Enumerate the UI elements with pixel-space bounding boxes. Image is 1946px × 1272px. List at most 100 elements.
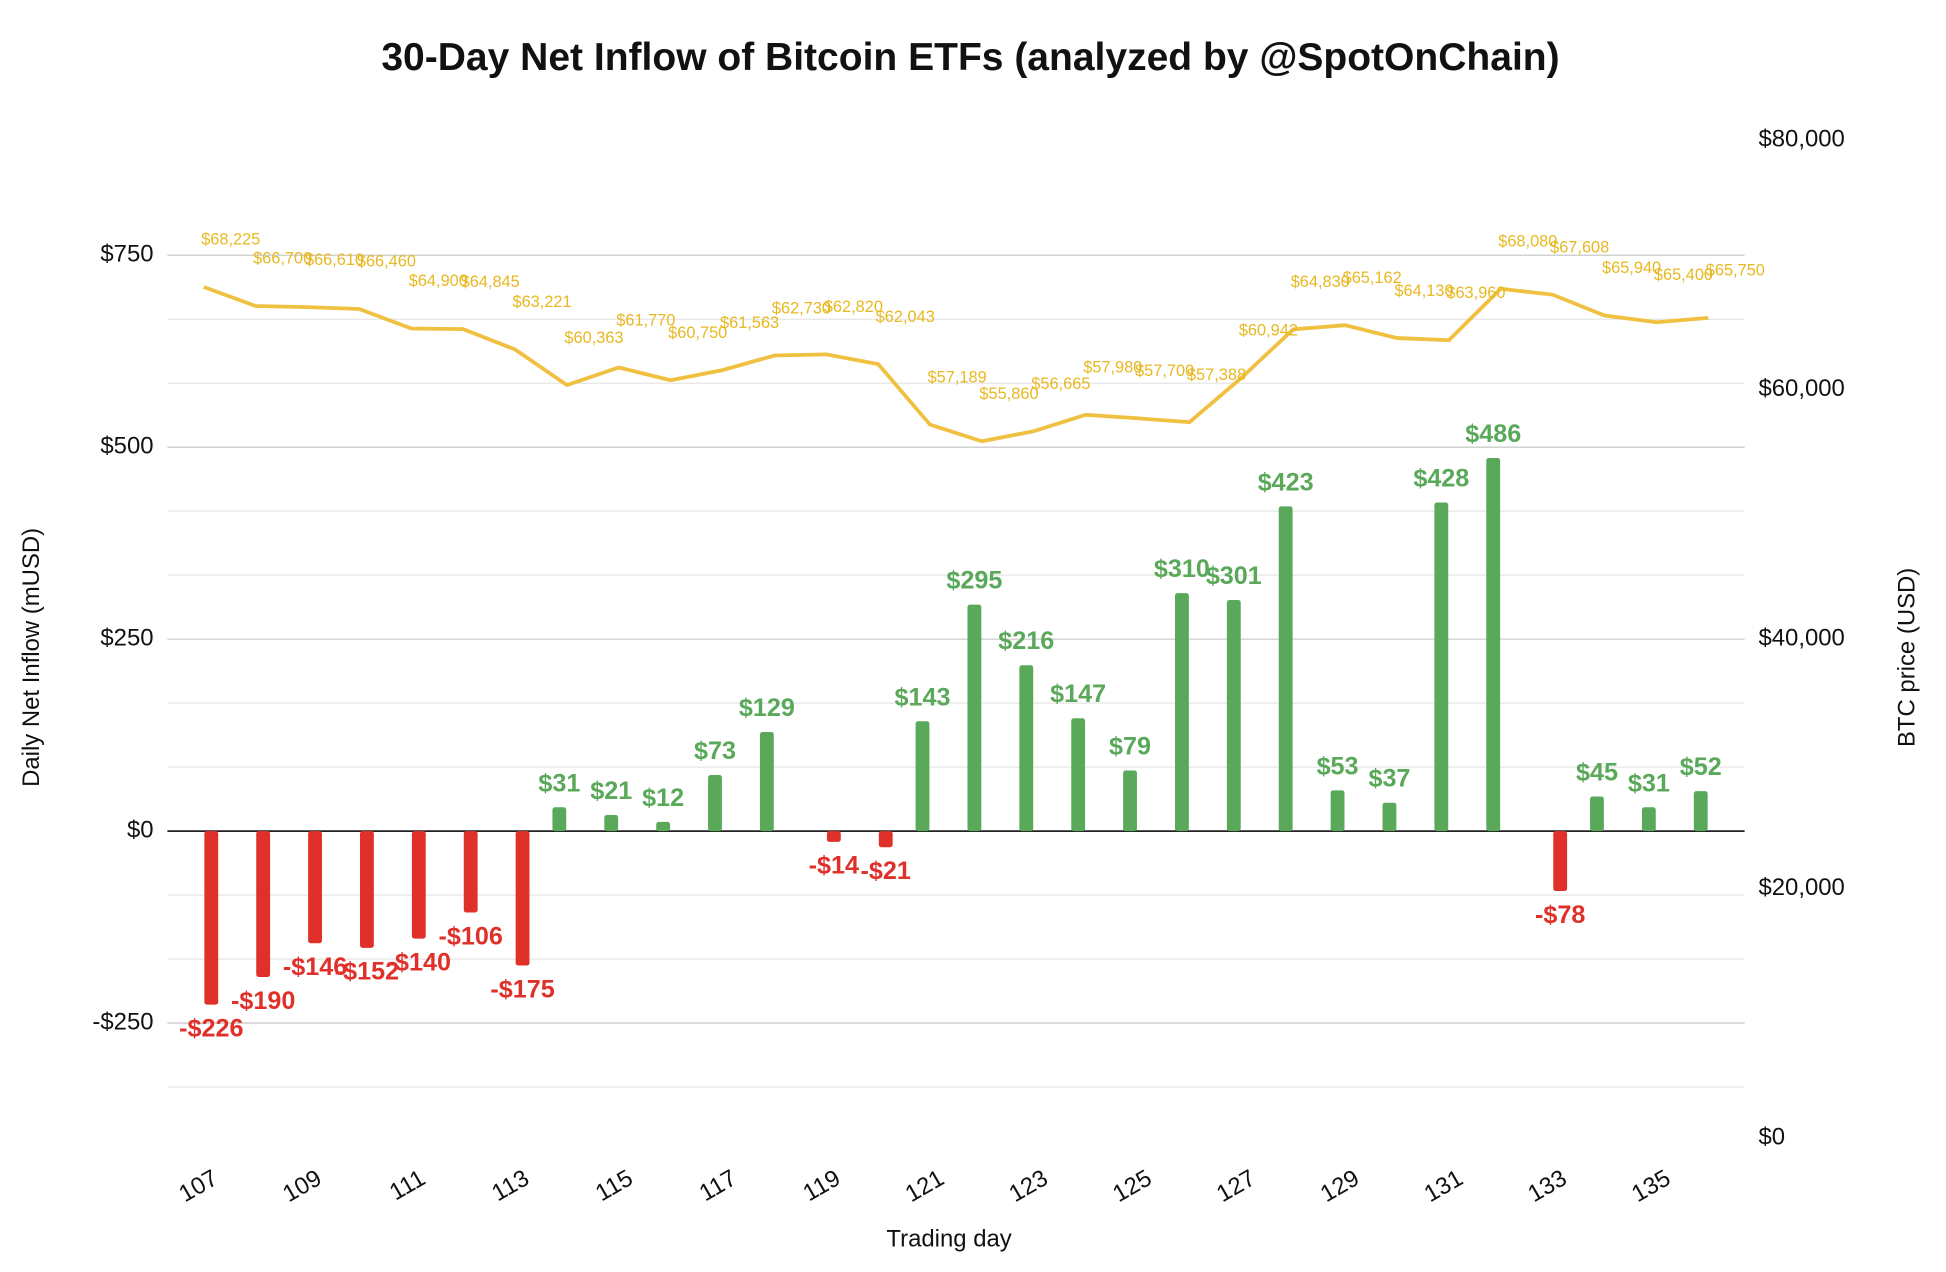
price-label: $60,750 [668,324,727,342]
price-label: $56,665 [1031,375,1090,393]
bar [878,831,893,848]
bar [1019,665,1034,832]
bar [308,831,322,944]
price-label: $55,860 [979,385,1038,403]
price-label: $64,130 [1394,282,1453,300]
bar [515,831,530,966]
data-label: $31 [538,769,580,797]
y-tick-label: $0 [127,816,154,843]
data-label: $129 [739,694,795,722]
price-label: $63,221 [512,293,571,311]
price-label: $64,845 [461,273,520,291]
price-label: $64,900 [409,272,468,290]
data-label: $37 [1368,765,1410,793]
price-label: $68,080 [1498,233,1557,251]
data-label: $143 [895,683,951,711]
bar [1174,593,1189,832]
price-line [203,285,1709,444]
bar [967,604,982,832]
price-label: $65,162 [1343,269,1402,287]
price-label: $57,189 [928,368,987,386]
y-tick-label: $250 [100,624,153,651]
data-label: $73 [694,737,736,765]
bar [1330,790,1345,832]
y2-tick-label: $60,000 [1758,375,1844,402]
data-label: $310 [1154,555,1210,583]
y-tick-label: $500 [100,433,153,460]
bar [1590,796,1604,832]
data-label: $12 [642,784,684,812]
data-label: $52 [1680,753,1722,781]
bar [656,821,671,832]
bar [826,831,841,842]
price-label: $62,820 [824,298,883,316]
price-label: $64,830 [1291,273,1350,291]
bar [1382,802,1397,832]
y2-tick-label: $0 [1758,1124,1785,1151]
y2-axis-title: BTC price (USD) [1894,568,1921,747]
bar [604,814,619,832]
bar [256,831,271,977]
data-label: -$152 [335,958,399,986]
bar [1553,831,1568,891]
price-label: $65,750 [1706,262,1765,280]
data-label: -$226 [179,1014,243,1042]
bar [204,831,219,1005]
y-tick-label: $750 [100,241,153,268]
data-label: $428 [1413,464,1469,492]
price-label: $68,225 [201,231,260,249]
data-label: $79 [1109,732,1151,760]
price-label: $65,940 [1602,259,1661,277]
bar [708,775,722,832]
data-label: $45 [1576,759,1618,787]
bar [1071,718,1086,832]
data-label: -$175 [490,975,554,1003]
y-axis-title: Daily Net Inflow (mUSD) [18,528,45,787]
price-label: $66,610 [305,251,364,269]
y2-tick-label: $20,000 [1758,874,1844,901]
data-label: -$78 [1535,901,1585,929]
price-label: $66,700 [253,250,312,268]
data-label: -$106 [439,922,503,950]
data-label: -$21 [861,857,911,885]
data-label: $486 [1465,420,1521,448]
bar [1641,807,1656,832]
bar [1123,770,1137,832]
y-tick-label: -$250 [92,1008,153,1035]
bar [759,732,774,832]
y2-tick-label: $80,000 [1758,125,1844,152]
x-axis-title: Trading day [886,1226,1011,1253]
price-label: $60,363 [564,329,623,347]
data-label: $21 [590,777,632,805]
y2-tick-label: $40,000 [1758,624,1844,651]
data-label: -$146 [283,953,347,981]
data-label: $423 [1258,468,1314,496]
data-label: -$140 [387,948,451,976]
bar [915,721,930,832]
price-label: $61,563 [720,314,779,332]
price-label: $66,460 [357,253,416,271]
data-label: $216 [998,627,1054,655]
data-label: $295 [946,567,1002,595]
data-label: -$14 [809,852,859,880]
data-label: $147 [1050,680,1106,708]
chart-title: 30-Day Net Inflow of Bitcoin ETFs (analy… [381,36,1559,79]
bar [1693,791,1708,832]
price-label: $65,400 [1654,266,1713,284]
bar [1226,599,1241,832]
bar [1486,457,1501,832]
bar [463,831,478,913]
data-label: $53 [1317,752,1359,780]
data-label: $31 [1628,769,1670,797]
price-label: $67,608 [1550,238,1609,256]
bar [360,831,374,948]
price-label: $57,388 [1187,366,1246,384]
bar [552,807,567,832]
bar [1434,502,1449,832]
price-label: $63,960 [1446,284,1505,302]
price-label: $61,770 [616,311,675,329]
price-label: $62,730 [772,299,831,317]
price-label: $57,700 [1135,362,1194,380]
